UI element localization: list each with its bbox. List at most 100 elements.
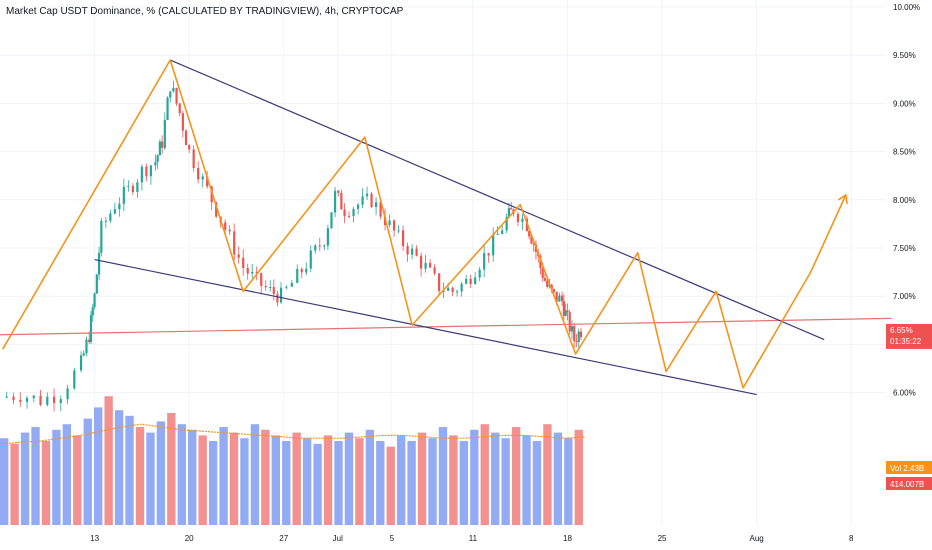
- y-tick-label: 9.00%: [893, 99, 916, 108]
- volume-bar: [41, 441, 51, 525]
- volume-bar: [501, 438, 510, 525]
- candle-body: [12, 396, 15, 400]
- candle-body: [25, 398, 29, 402]
- volume-bar: [240, 438, 249, 525]
- chart-title: Market Cap USDT Dominance, % (CALCULATED…: [6, 6, 404, 17]
- candle-body: [406, 246, 409, 255]
- candle-body: [388, 220, 391, 225]
- pattern-zigzag: [2, 59, 847, 389]
- candle-body: [579, 331, 583, 338]
- y-tick-label: 10.00%: [893, 3, 920, 12]
- candle-body: [361, 196, 364, 205]
- volume-bar: [83, 418, 92, 525]
- candle-body: [154, 161, 157, 166]
- candle-body: [272, 287, 275, 294]
- x-tick-label: 8: [849, 534, 854, 543]
- arrow-head-path: [837, 193, 848, 205]
- candle-body: [330, 212, 333, 229]
- candle-body: [483, 253, 486, 270]
- candle-body: [156, 155, 159, 162]
- candle-body: [469, 278, 472, 284]
- candle-body: [279, 287, 283, 303]
- candle-body: [104, 220, 107, 222]
- candle-body: [552, 289, 556, 292]
- volume-bar: [125, 415, 134, 525]
- candle-body: [530, 236, 533, 244]
- x-tick-label: 20: [185, 534, 194, 543]
- volume-bar: [20, 432, 30, 525]
- candle-body: [113, 209, 116, 214]
- volume-bar: [73, 435, 82, 525]
- volume-bar: [574, 429, 583, 525]
- candle-body: [184, 130, 188, 146]
- volume-bar: [323, 435, 333, 525]
- zigzag-line: [2, 59, 847, 389]
- candle-body: [420, 255, 423, 269]
- candle-body: [392, 220, 396, 231]
- candle-body: [285, 286, 288, 288]
- candle-body: [370, 193, 373, 207]
- x-tick-label: 18: [563, 534, 572, 543]
- candle-body: [456, 291, 459, 293]
- candle-body: [66, 388, 69, 400]
- volume-bar: [386, 446, 395, 525]
- candle-body: [52, 396, 56, 403]
- candle-body: [424, 262, 427, 269]
- candle-body: [562, 301, 565, 316]
- candle-body: [251, 271, 254, 274]
- volume-bar: [31, 427, 40, 525]
- candle-body: [300, 268, 303, 273]
- volume-bar: [438, 427, 448, 525]
- volume-bar: [114, 410, 124, 525]
- candle-body: [188, 145, 191, 150]
- candle-body: [496, 233, 499, 235]
- volume-bars: [0, 396, 583, 525]
- candle-body: [215, 202, 218, 217]
- candle-body: [429, 262, 432, 268]
- candle-body: [192, 149, 195, 169]
- candle-body: [340, 192, 343, 210]
- candle-body: [532, 243, 535, 245]
- volume-bar: [313, 443, 322, 525]
- candle-body: [91, 307, 94, 316]
- volume-bar: [480, 424, 489, 525]
- volume-bar: [522, 435, 531, 525]
- candle-body: [149, 165, 152, 177]
- volume-bar: [376, 441, 385, 525]
- candle-body: [573, 326, 576, 342]
- candle-body: [505, 216, 508, 231]
- candle-body: [397, 230, 400, 232]
- candle-body: [166, 97, 169, 120]
- candle-body: [570, 326, 574, 332]
- candle-body: [478, 269, 481, 278]
- candle-body: [276, 293, 279, 303]
- x-tick-label: Aug: [750, 534, 764, 543]
- volume-bar: [396, 435, 406, 525]
- y-tick-label: 9.50%: [893, 51, 916, 60]
- volume-bar: [208, 441, 218, 525]
- candle-body: [555, 291, 558, 302]
- y-tick-label: 6.00%: [893, 389, 916, 398]
- volume-bar: [62, 424, 72, 525]
- candle-body: [201, 176, 204, 180]
- candle-body: [337, 190, 340, 193]
- candle-body: [233, 231, 236, 255]
- volume-bar: [355, 438, 364, 525]
- y-tick-label: 7.50%: [893, 244, 916, 253]
- candle-body: [568, 312, 571, 332]
- x-tick-label: 5: [390, 534, 395, 543]
- volume-bar: [428, 438, 437, 525]
- candle-body: [465, 278, 468, 284]
- candle-body: [95, 274, 98, 294]
- candle-body: [326, 228, 329, 246]
- candle-body: [541, 267, 544, 278]
- volume-bar: [564, 438, 573, 525]
- candle-body: [109, 213, 112, 221]
- candle-body: [178, 103, 181, 114]
- candle-body: [93, 293, 96, 308]
- candle-body: [296, 268, 299, 283]
- candle-body: [46, 396, 49, 405]
- candle-body: [333, 190, 337, 213]
- candle-body: [210, 186, 213, 203]
